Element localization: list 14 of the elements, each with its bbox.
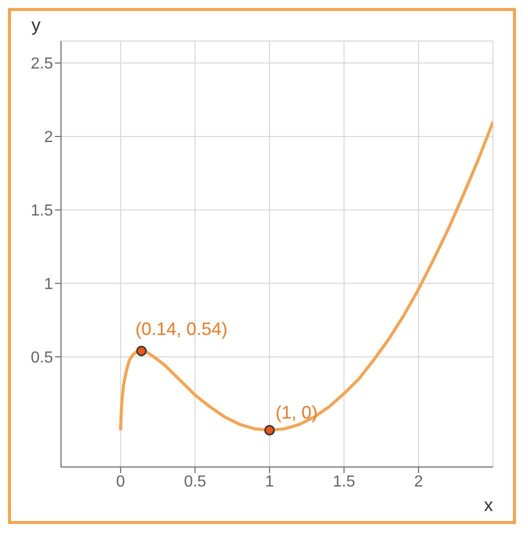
x-tick-label: 1.5 [332, 473, 356, 490]
x-tick-label: 1 [265, 473, 274, 490]
y-tick-label: 2 [44, 129, 54, 146]
y-tick-label: 2.5 [30, 56, 54, 73]
annotation: (0.14, 0.54) [135, 318, 228, 339]
x-tick-label: 0 [116, 473, 126, 490]
y-tick-label: 1 [44, 276, 54, 294]
x-tick-label: 0.5 [184, 473, 206, 490]
y-axis-title: y [32, 15, 40, 35]
y-tick-label: 0.5 [30, 350, 54, 367]
x-axis-title: x [484, 495, 493, 515]
x-tick-label: 2 [414, 473, 424, 490]
annotation: (1, 0) [276, 402, 318, 423]
y-tick-label: 1.5 [30, 202, 54, 220]
